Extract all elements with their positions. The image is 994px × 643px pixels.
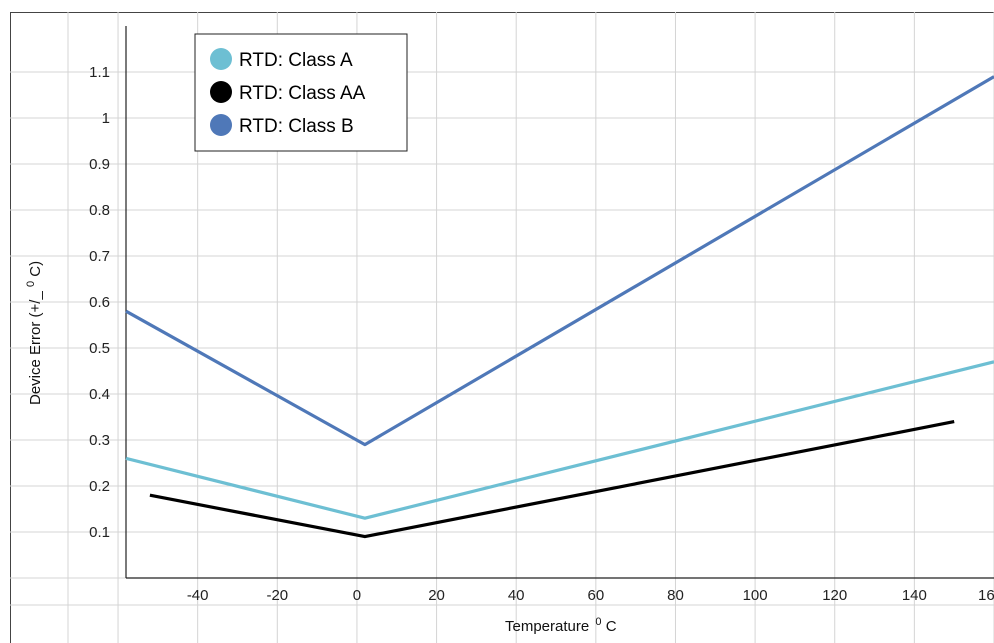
chart-frame xyxy=(10,12,994,643)
x-tick-label: 120 xyxy=(822,587,847,604)
y-tick-label: 0.2 xyxy=(89,478,110,495)
y-tick-label: 1 xyxy=(102,110,110,127)
y-axis-title-unit: C) xyxy=(27,261,44,277)
y-tick-label: 0.8 xyxy=(89,202,110,219)
series-line-rtd-class-b xyxy=(125,75,994,447)
legend-marker xyxy=(210,81,232,103)
y-tick-labels: 0.1 0.2 0.3 0.4 0.5 0.6 0.7 0.8 0.9 1 1.1 xyxy=(89,64,110,541)
x-tick-label: 40 xyxy=(508,587,525,604)
y-tick-label: 0.4 xyxy=(89,386,110,403)
y-axis-title-superscript: 0 xyxy=(25,281,37,287)
y-tick-label: 0.5 xyxy=(89,340,110,357)
x-axis-title: Temperature 0 C xyxy=(505,612,617,635)
legend-label: RTD: Class B xyxy=(239,116,354,137)
x-axis-title-text: Temperature xyxy=(505,618,589,635)
x-tick-label: -40 xyxy=(187,587,209,604)
x-tick-label: -20 xyxy=(266,587,288,604)
y-tick-label: 0.9 xyxy=(89,156,110,173)
x-tick-labels: -40 -20 0 20 40 60 80 100 120 140 16 xyxy=(187,587,994,604)
x-tick-label: 100 xyxy=(743,587,768,604)
y-tick-label: 0.1 xyxy=(89,524,110,541)
y-axis-title: Device Error (+/_ 0 C) xyxy=(21,261,44,405)
y-tick-label: 0.6 xyxy=(89,294,110,311)
grid-lines xyxy=(10,12,994,643)
legend-label: RTD: Class A xyxy=(239,50,353,71)
legend-label: RTD: Class AA xyxy=(239,83,366,104)
x-tick-label: 16 xyxy=(978,587,994,604)
series-line-rtd-class-aa xyxy=(149,420,955,539)
x-tick-label: 20 xyxy=(428,587,445,604)
legend-marker xyxy=(210,114,232,136)
series-line-rtd-class-a xyxy=(125,360,994,520)
y-tick-label: 1.1 xyxy=(89,64,110,81)
y-axis-title-text: Device Error (+/_ xyxy=(27,291,44,405)
x-tick-label: 140 xyxy=(902,587,927,604)
y-tick-label: 0.7 xyxy=(89,248,110,265)
legend: RTD: Class A RTD: Class AA RTD: Class B xyxy=(194,33,408,152)
axes xyxy=(125,26,994,579)
x-tick-label: 0 xyxy=(353,587,361,604)
x-axis-title-unit: C xyxy=(606,618,617,635)
x-axis-title-superscript: 0 xyxy=(595,616,601,628)
y-tick-label: 0.3 xyxy=(89,432,110,449)
legend-marker xyxy=(210,48,232,70)
x-tick-label: 60 xyxy=(587,587,604,604)
series-lines xyxy=(125,75,994,539)
x-tick-label: 80 xyxy=(667,587,684,604)
